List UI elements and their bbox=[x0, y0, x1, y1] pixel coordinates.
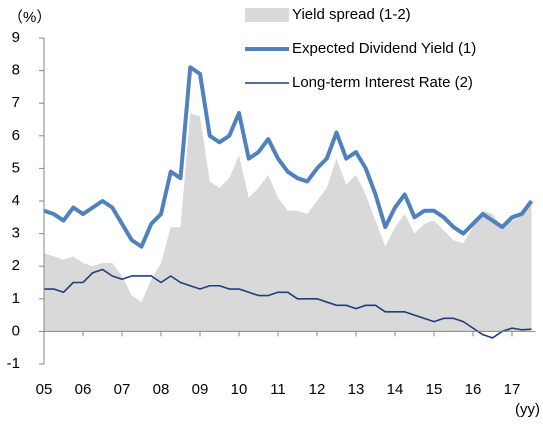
legend-label: Yield spread (1-2) bbox=[292, 6, 411, 23]
x-tick-label: 12 bbox=[309, 381, 326, 398]
x-tick-label: 14 bbox=[387, 381, 404, 398]
y-tick-label: 8 bbox=[12, 62, 20, 79]
y-tick-label: 9 bbox=[12, 29, 20, 46]
x-tick-label: 07 bbox=[114, 381, 131, 398]
y-tick-label: 5 bbox=[12, 159, 20, 176]
y-unit: （%） bbox=[8, 9, 51, 26]
x-tick-label: 06 bbox=[75, 381, 92, 398]
y-tick-label: 3 bbox=[12, 225, 20, 242]
x-tick-label: 11 bbox=[270, 381, 286, 398]
y-tick-label: 4 bbox=[12, 192, 20, 209]
legend-label: Long-term Interest Rate (2) bbox=[292, 74, 473, 91]
x-tick-label: 09 bbox=[192, 381, 209, 398]
x-tick-label: 17 bbox=[504, 381, 521, 398]
x-tick-label: 10 bbox=[231, 381, 248, 398]
x-tick-label: 08 bbox=[153, 381, 170, 398]
area bbox=[44, 112, 532, 332]
x-tick-label: 16 bbox=[465, 381, 482, 398]
y-tick-label: 7 bbox=[12, 94, 20, 111]
line bbox=[43, 65, 534, 249]
x-tick-label: 13 bbox=[348, 381, 365, 398]
legend-swatch bbox=[245, 8, 289, 22]
line bbox=[44, 268, 532, 339]
x-unit: (yy) bbox=[515, 401, 540, 418]
x-tick-label: 05 bbox=[36, 381, 53, 398]
y-tick-label: 6 bbox=[12, 127, 20, 144]
y-tick-label: 0 bbox=[12, 322, 20, 339]
y-tick-label: 1 bbox=[12, 290, 20, 307]
y-tick-label: -1 bbox=[7, 355, 20, 372]
y-tick-label: 2 bbox=[12, 257, 20, 274]
x-tick-label: 15 bbox=[426, 381, 443, 398]
legend-label: Expected Dividend Yield (1) bbox=[292, 40, 476, 57]
